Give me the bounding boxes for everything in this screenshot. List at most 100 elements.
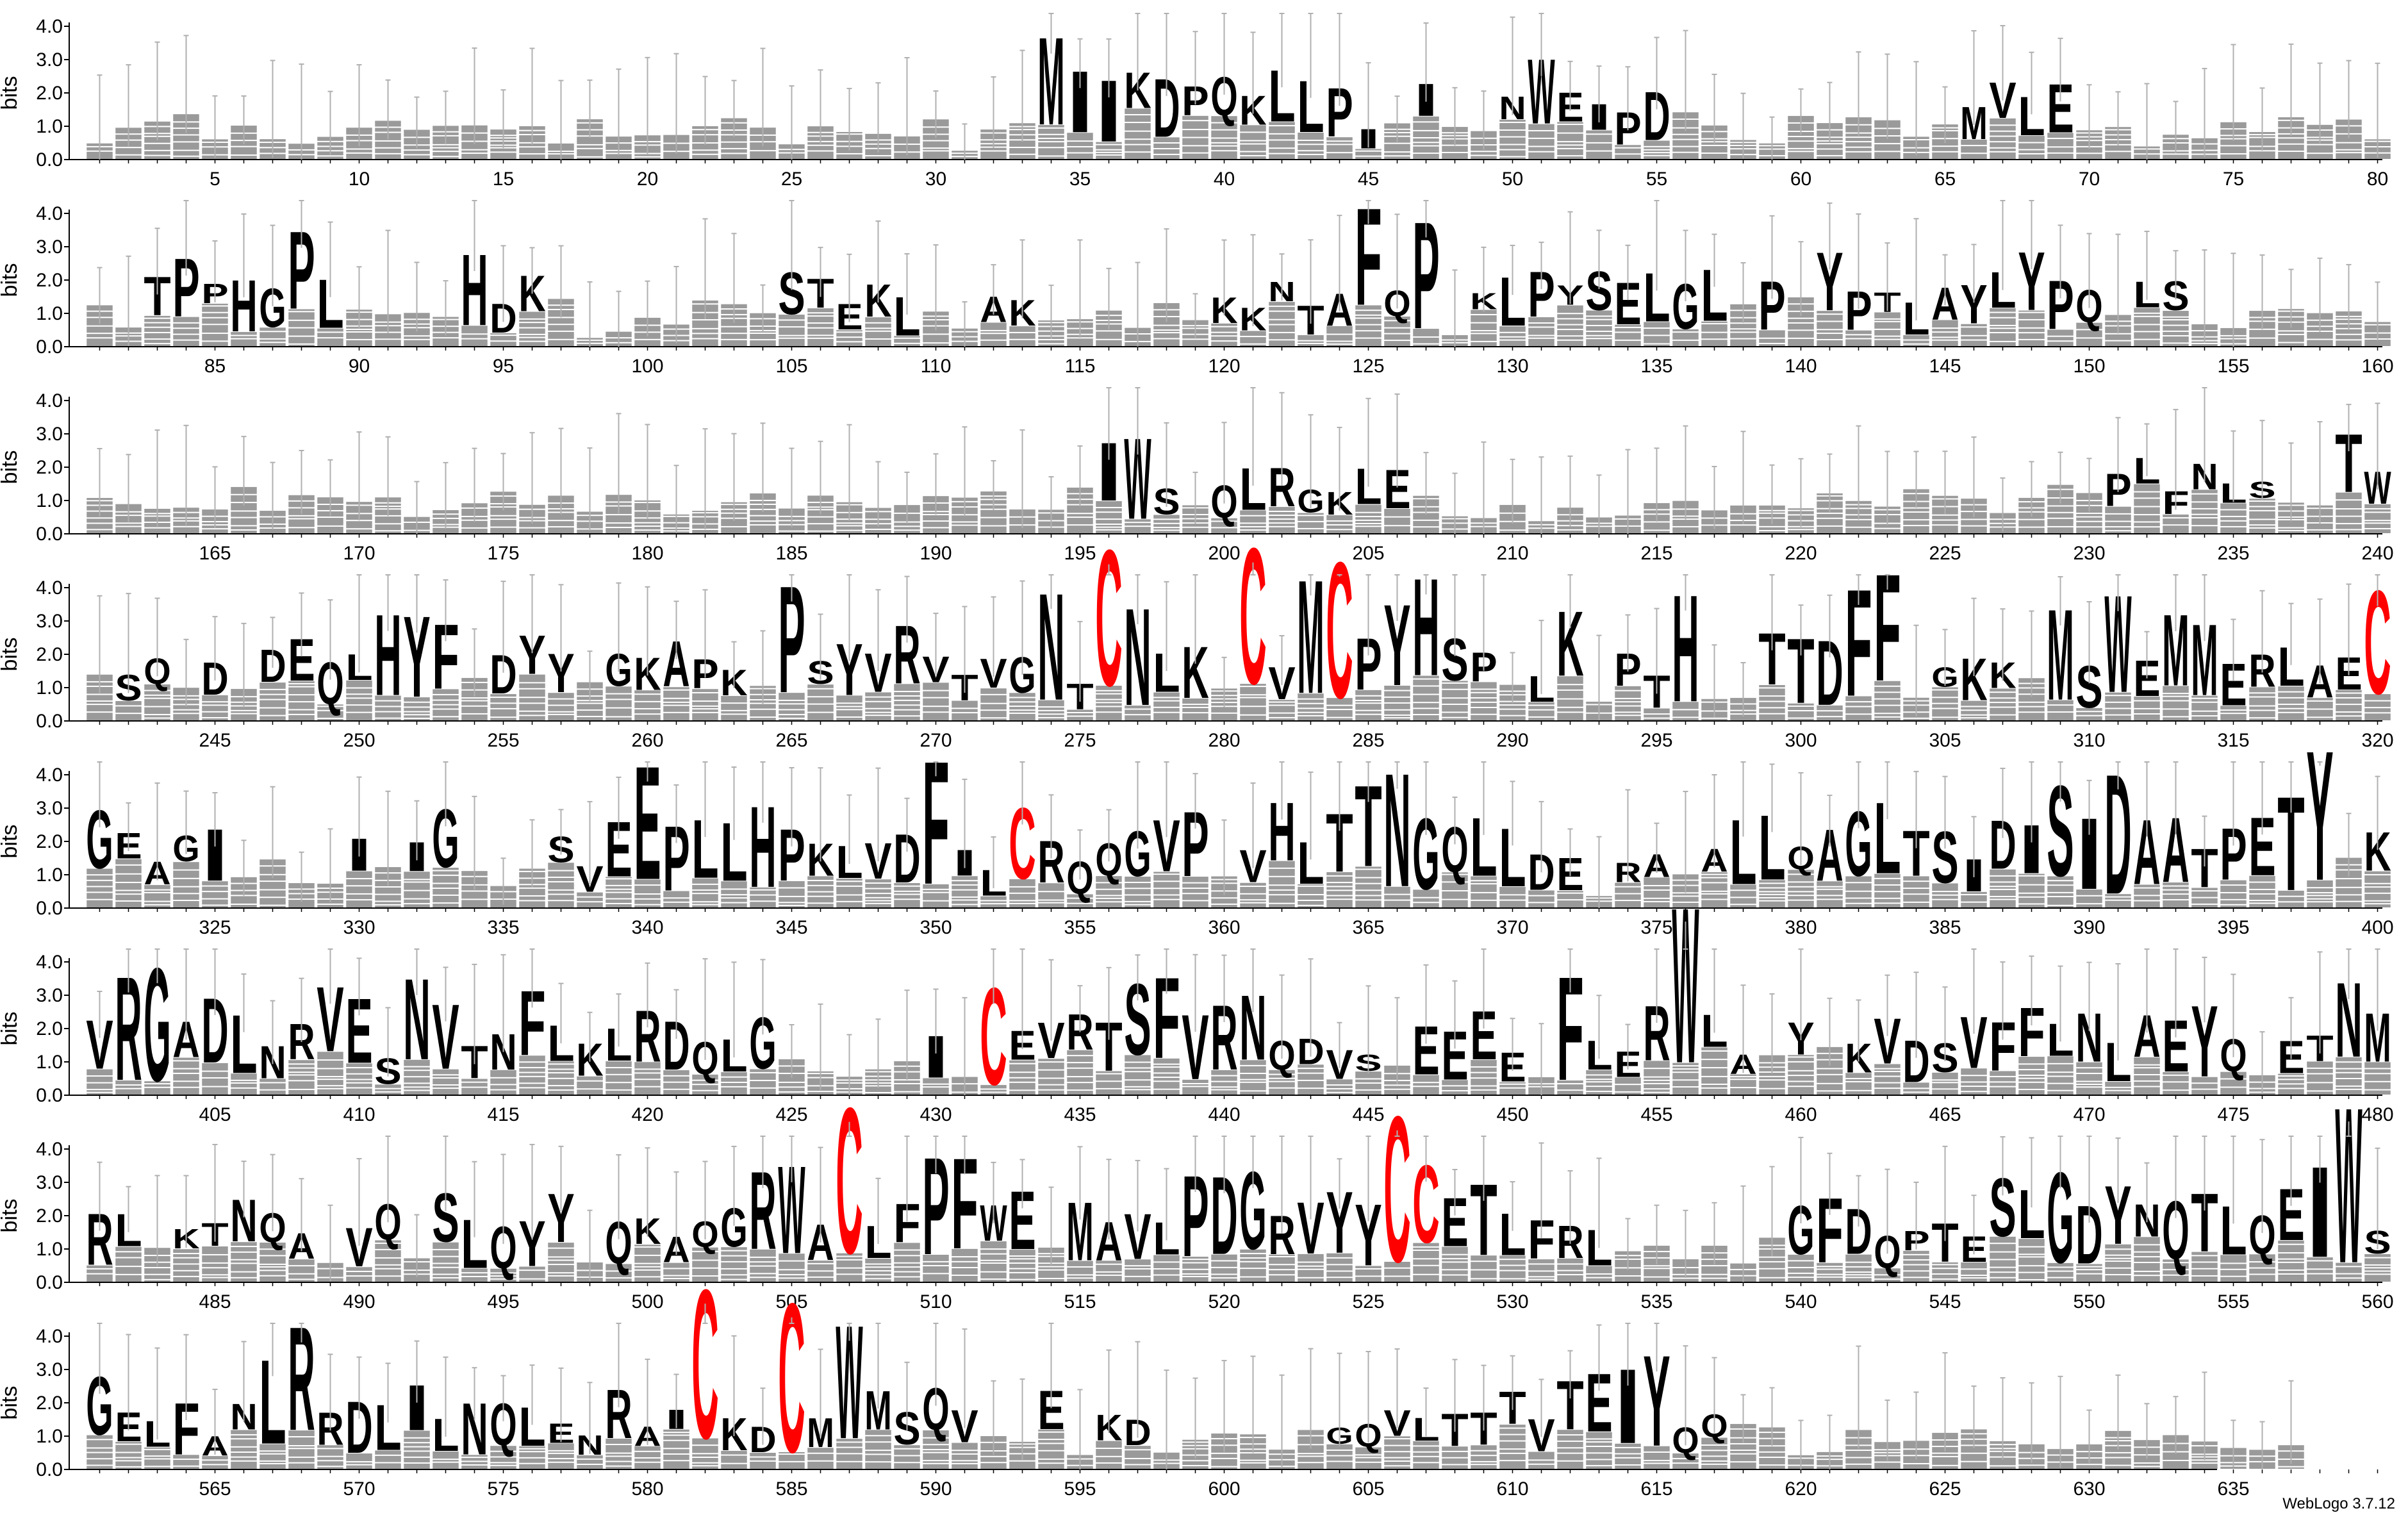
minor-residue-bar — [2307, 145, 2333, 153]
minor-residue-bar — [721, 715, 747, 720]
minor-residue-bar — [894, 1080, 920, 1083]
minor-residue-bar — [779, 1092, 805, 1095]
minor-residue-bar — [2163, 900, 2189, 907]
minor-residue-bar — [1038, 1279, 1064, 1282]
minor-residue-bar — [1211, 130, 1237, 138]
minor-residue-bar — [1845, 527, 1872, 533]
minor-residue-bar — [1269, 340, 1295, 346]
x-tick-label: 530 — [1496, 1291, 1528, 1312]
minor-residue-bar — [1788, 1087, 1814, 1095]
minor-residue-bar — [519, 888, 545, 895]
minor-residue-bar — [260, 882, 286, 889]
minor-residue-bar — [1874, 1279, 1901, 1282]
minor-residue-bar — [2134, 527, 2160, 533]
minor-residue-bar — [923, 707, 949, 712]
minor-residue-bar — [346, 688, 372, 694]
x-tick-label: 195 — [1064, 543, 1096, 564]
minor-residue-bar — [2220, 510, 2247, 516]
minor-residue-bar — [1413, 1275, 1439, 1282]
minor-residue-bar — [2018, 904, 2045, 907]
minor-residue-bar — [1701, 878, 1728, 882]
minor-residue-bar — [2191, 526, 2218, 533]
minor-residue-bar — [692, 706, 718, 709]
minor-residue-bar — [606, 1278, 632, 1282]
minor-residue-bar — [606, 1075, 632, 1082]
minor-residue-bar — [1586, 339, 1612, 346]
minor-residue-bar — [1557, 325, 1583, 329]
minor-residue-bar — [1384, 715, 1410, 718]
minor-residue-bar — [548, 877, 574, 881]
minor-residue-bar — [2163, 154, 2189, 159]
minor-residue-bar — [721, 142, 747, 148]
minor-residue-bar — [2307, 331, 2333, 339]
minor-residue-bar — [519, 328, 545, 334]
minor-residue-bar — [2336, 716, 2362, 720]
minor-residue-bar — [346, 529, 372, 533]
minor-residue-bar — [1845, 898, 1872, 903]
minor-residue-bar — [288, 528, 315, 533]
minor-residue-bar — [1644, 1089, 1670, 1092]
logo-letter-C — [1095, 509, 1123, 727]
minor-residue-bar — [952, 522, 978, 525]
minor-residue-bar — [202, 718, 228, 720]
minor-residue-bar — [2018, 340, 2045, 346]
x-tick-label: 415 — [487, 1104, 519, 1125]
minor-residue-bar — [1615, 154, 1641, 159]
x-tick-label: 65 — [1934, 169, 1956, 190]
minor-residue-bar — [865, 709, 891, 712]
minor-residue-bar — [923, 1088, 949, 1095]
y-axis-label: bits — [0, 76, 22, 110]
minor-residue-bar — [1874, 319, 1901, 321]
minor-residue-bar — [894, 706, 920, 709]
minor-residue-bar — [87, 334, 113, 338]
minor-residue-bar — [952, 900, 978, 904]
minor-residue-bar — [2220, 154, 2247, 159]
minor-residue-bar — [1326, 1278, 1353, 1282]
minor-residue-bar — [1153, 1262, 1180, 1269]
minor-residue-bar — [1038, 1267, 1064, 1270]
minor-residue-bar — [1442, 718, 1468, 720]
minor-residue-bar — [1096, 898, 1122, 902]
minor-residue-bar — [663, 1089, 689, 1095]
minor-residue-bar — [375, 141, 401, 147]
minor-residue-bar — [1644, 522, 1670, 530]
minor-residue-bar — [1528, 1277, 1554, 1279]
minor-residue-bar — [2076, 522, 2102, 527]
minor-residue-bar — [750, 709, 776, 717]
minor-residue-bar — [1038, 892, 1064, 900]
minor-residue-bar — [1125, 140, 1151, 144]
minor-residue-bar — [1471, 715, 1497, 720]
minor-residue-bar — [980, 1272, 1007, 1279]
minor-residue-bar — [1038, 148, 1064, 156]
x-tick-label: 15 — [493, 169, 514, 190]
minor-residue-bar — [577, 149, 603, 156]
minor-residue-bar — [721, 1087, 747, 1095]
minor-residue-bar — [2336, 902, 2362, 907]
minor-residue-bar — [231, 1088, 257, 1095]
minor-residue-bar — [404, 1088, 430, 1090]
minor-residue-bar — [2364, 1074, 2391, 1081]
minor-residue-bar — [1932, 340, 1958, 346]
logo-letter-C — [1239, 507, 1267, 725]
minor-residue-bar — [461, 699, 488, 700]
minor-residue-bar — [1067, 514, 1093, 517]
x-tick-label: 520 — [1208, 1291, 1240, 1312]
minor-residue-bar — [1961, 1082, 1987, 1086]
minor-residue-bar — [1355, 527, 1381, 533]
minor-residue-bar — [1326, 153, 1353, 159]
minor-residue-bar — [1240, 156, 1266, 159]
minor-residue-bar — [1557, 530, 1583, 533]
minor-residue-bar — [1009, 1091, 1035, 1095]
minor-residue-bar — [2047, 506, 2074, 512]
minor-residue-bar — [2364, 884, 2391, 887]
minor-residue-bar — [894, 1272, 920, 1277]
minor-residue-bar — [1672, 128, 1699, 134]
y-axis-label: bits — [0, 263, 22, 297]
minor-residue-bar — [2018, 897, 2045, 904]
minor-residue-bar — [231, 1252, 257, 1259]
minor-residue-bar — [490, 516, 516, 519]
minor-residue-bar — [1528, 336, 1554, 338]
x-tick-label: 125 — [1352, 356, 1384, 377]
minor-residue-bar — [260, 339, 286, 342]
minor-residue-bar — [2364, 901, 2391, 904]
